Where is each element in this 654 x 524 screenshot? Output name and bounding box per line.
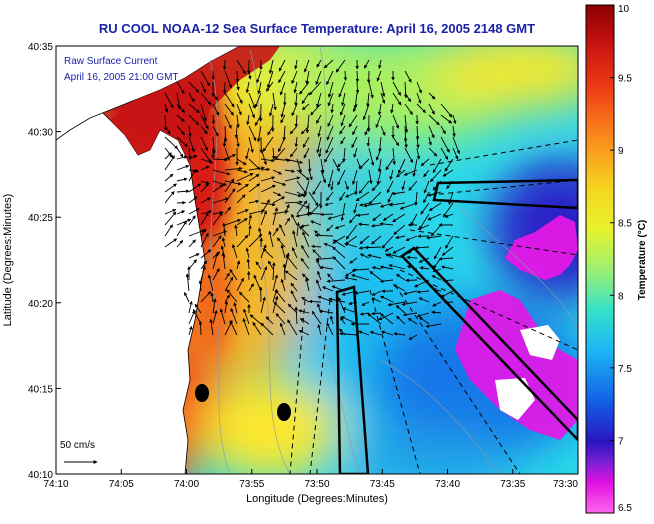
x-tick-label: 73:30	[553, 479, 578, 490]
current-vector	[309, 301, 321, 302]
y-tick-label: 40:30	[28, 128, 53, 139]
colorbar-label: Temperature (°C)	[637, 220, 648, 301]
x-tick-label: 73:35	[500, 479, 525, 490]
y-tick-label: 40:20	[28, 299, 53, 310]
current-vector	[225, 82, 226, 93]
y-tick-label: 40:25	[28, 213, 53, 224]
current-vector	[357, 71, 358, 82]
map-plot-area	[10, 30, 630, 519]
y-axis-label: Latitude (Degrees:Minutes)	[2, 194, 14, 327]
x-tick-label: 73:55	[239, 479, 264, 490]
x-tick-label: 73:40	[435, 479, 460, 490]
current-vector	[321, 214, 333, 215]
current-vector	[237, 71, 238, 82]
current-vector	[225, 60, 226, 70]
x-axis-label: Longitude (Degrees:Minutes)	[246, 493, 388, 505]
figure-title: RU COOL NOAA-12 Sea Surface Temperature:…	[99, 21, 535, 36]
scale-vector-label: 50 cm/s	[60, 440, 95, 451]
current-vector	[345, 71, 346, 80]
colorbar-tick-label: 10	[618, 4, 630, 15]
colorbar-tick-label: 9.5	[618, 74, 632, 85]
colorbar-tick-label: 7.5	[618, 364, 632, 375]
current-vector	[445, 302, 453, 303]
x-tick-label: 73:45	[370, 479, 395, 490]
x-tick-label: 74:00	[174, 479, 199, 490]
colorbar-tick-label: 9	[618, 146, 624, 157]
y-tick-label: 40:10	[28, 470, 53, 481]
mooring-marker-1	[195, 384, 209, 402]
x-tick-label: 74:05	[109, 479, 134, 490]
y-tick-label: 40:35	[28, 42, 53, 53]
colorbar-tick-label: 8.5	[618, 219, 632, 230]
legend-current-time: April 16, 2005 21:00 GMT	[64, 72, 179, 83]
colorbar-gradient	[586, 5, 614, 513]
colorbar-tick-label: 6.5	[618, 503, 632, 514]
current-vector	[200, 321, 201, 335]
x-tick-label: 73:50	[304, 479, 329, 490]
y-tick-label: 40:15	[28, 384, 53, 395]
mooring-marker-2	[277, 403, 291, 421]
current-vector	[177, 203, 185, 204]
colorbar: 10 9.5 9 8.5 8 7.5 7 6.5 Temperature (°C)	[586, 4, 648, 514]
colorbar-tick-label: 8	[618, 291, 624, 302]
colorbar-tick-label: 7	[618, 436, 624, 447]
legend-current-type: Raw Surface Current	[64, 56, 158, 67]
